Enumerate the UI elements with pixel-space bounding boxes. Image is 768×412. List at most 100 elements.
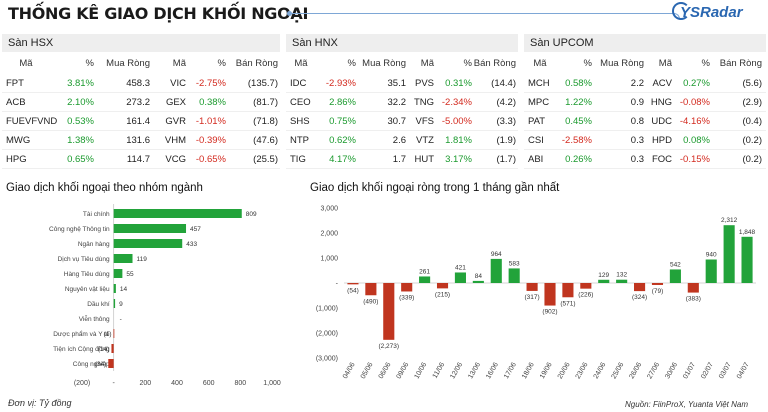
data-label: 119 bbox=[137, 256, 148, 263]
col-net-sell: Bán Ròng bbox=[235, 57, 278, 69]
pct-change-sell: -2.34% bbox=[441, 96, 472, 108]
x-tick-label: 600 bbox=[203, 380, 215, 387]
table-row: NTP 0.62% 2.6 VTZ 1.81% (1.9) bbox=[286, 131, 518, 150]
pct-change-buy: 2.86% bbox=[329, 96, 356, 108]
net-buy-value: 30.7 bbox=[387, 115, 407, 127]
category-label: Viễn thông bbox=[79, 314, 110, 323]
unit-footnote: Đơn vị: Tỷ đồng bbox=[8, 398, 72, 408]
bar bbox=[383, 283, 395, 340]
table-row: ACB 2.10% 273.2 GEX 0.38% (81.7) bbox=[2, 93, 280, 112]
net-buy-value: 32.2 bbox=[387, 96, 407, 108]
pct-change-sell: 0.27% bbox=[683, 77, 710, 89]
pct-change-sell: -1.01% bbox=[195, 115, 226, 127]
table-row: FUEVFVND 0.53% 161.4 GVR -1.01% (71.8) bbox=[2, 112, 280, 131]
net-buy-value: 0.3 bbox=[630, 134, 644, 146]
ticker-sell: VIC bbox=[170, 77, 186, 89]
bar bbox=[472, 280, 484, 283]
net-sell-value: (5.6) bbox=[742, 77, 762, 89]
bar bbox=[526, 283, 538, 291]
bar bbox=[741, 236, 753, 283]
x-tick-label: 03/07 bbox=[718, 361, 733, 380]
x-tick-label: 16/06 bbox=[485, 361, 500, 380]
y-tick-label: 3,000 bbox=[320, 206, 338, 213]
ticker-sell: VTZ bbox=[416, 134, 434, 146]
col-pct-sell: % bbox=[701, 57, 710, 69]
ticker-sell: GVR bbox=[165, 115, 186, 127]
pct-change-buy: 0.62% bbox=[329, 134, 356, 146]
ticker-buy: FPT bbox=[6, 77, 24, 89]
x-tick-label: 20/06 bbox=[557, 361, 572, 380]
x-tick-label: 23/06 bbox=[575, 361, 590, 380]
pct-change-buy: 3.81% bbox=[67, 77, 94, 89]
category-label: Hàng Tiêu dùng bbox=[64, 271, 110, 278]
col-pct-buy: % bbox=[347, 57, 356, 69]
table-row: MPC 1.22% 0.9 HNG -0.08% (2.9) bbox=[524, 93, 766, 112]
panel-title-hnx: Sàn HNX bbox=[286, 34, 518, 52]
category-label: Dược phẩm và Y tế bbox=[53, 329, 110, 338]
ticker-buy: ACB bbox=[6, 96, 26, 108]
bar bbox=[108, 359, 114, 368]
y-tick-label: (1,000) bbox=[316, 306, 338, 313]
pct-change-sell: -0.08% bbox=[679, 96, 710, 108]
ticker-buy: CSI bbox=[528, 134, 544, 146]
table-header: Mã% Mua Ròng Mã% Bán Ròng bbox=[286, 52, 518, 74]
ticker-sell: ACV bbox=[652, 77, 672, 89]
net-sell-value: (2.9) bbox=[742, 96, 762, 108]
data-label: 583 bbox=[509, 260, 520, 267]
ticker-sell: PVS bbox=[414, 77, 434, 89]
table-row: TIG 4.17% 1.7 HUT 3.17% (1.7) bbox=[286, 150, 518, 169]
net-buy-value: 35.1 bbox=[387, 77, 407, 89]
panel-title-upcom: Sàn UPCOM bbox=[524, 34, 766, 52]
ticker-buy: PAT bbox=[528, 115, 546, 127]
bar bbox=[508, 268, 520, 283]
pct-change-buy: -2.93% bbox=[325, 77, 356, 89]
table-row: MWG 1.38% 131.6 VHM -0.39% (47.6) bbox=[2, 131, 280, 150]
data-label: 542 bbox=[670, 261, 681, 268]
pct-change-sell: 0.31% bbox=[445, 77, 472, 89]
x-tick-label: 200 bbox=[139, 380, 151, 387]
ticker-buy: SHS bbox=[290, 115, 310, 127]
table-row: CEO 2.86% 32.2 TNG -2.34% (4.2) bbox=[286, 93, 518, 112]
data-label: (383) bbox=[686, 296, 701, 303]
category-label: Tiện ích Cộng đồng bbox=[53, 344, 110, 353]
col-net-sell: Bán Ròng bbox=[473, 57, 516, 69]
x-tick-label: 19/06 bbox=[539, 361, 554, 380]
x-tick-label: 09/06 bbox=[396, 361, 411, 380]
net-buy-value: 2.2 bbox=[630, 77, 644, 89]
x-tick-label: 18/06 bbox=[521, 361, 536, 380]
data-label: (14) bbox=[98, 346, 110, 353]
pct-change-sell: -4.16% bbox=[679, 115, 710, 127]
net-sell-value: (47.6) bbox=[253, 134, 278, 146]
pct-change-buy: 4.17% bbox=[329, 153, 356, 165]
col-code-buy: Mã bbox=[19, 57, 33, 69]
net-sell-value: (25.5) bbox=[253, 153, 278, 165]
x-tick-label: 10/06 bbox=[414, 361, 429, 380]
bar bbox=[113, 284, 116, 293]
table-row: FPT 3.81% 458.3 VIC -2.75% (135.7) bbox=[2, 74, 280, 93]
data-label: (571) bbox=[560, 300, 575, 307]
col-pct-buy: % bbox=[583, 57, 592, 69]
x-tick-label: 25/06 bbox=[611, 361, 626, 380]
net-buy-value: 0.9 bbox=[630, 96, 644, 108]
ticker-buy: HPG bbox=[6, 153, 27, 165]
page-title: THỐNG KÊ GIAO DỊCH KHỐI NGOẠI bbox=[8, 4, 309, 23]
pct-change-buy: 0.45% bbox=[565, 115, 592, 127]
data-label: 964 bbox=[491, 251, 502, 258]
monthly-bar-chart: 3,000 2,000 1,000 - (1,000) (2,000) (3,000) (54… bbox=[316, 206, 756, 380]
table-header: Mã% Mua Ròng Mã% Bán Ròng bbox=[524, 52, 766, 74]
bar bbox=[113, 269, 123, 278]
x-tick-label: 06/06 bbox=[378, 361, 393, 380]
data-label: 129 bbox=[598, 272, 609, 279]
data-label: 457 bbox=[190, 226, 201, 233]
data-label: 421 bbox=[455, 264, 466, 271]
pct-change-buy: 0.53% bbox=[67, 115, 94, 127]
pct-change-sell: 3.17% bbox=[445, 153, 472, 165]
ticker-sell: VHM bbox=[164, 134, 186, 146]
bar bbox=[113, 209, 242, 218]
monthly-chart-title: Giao dịch khối ngoại ròng trong 1 tháng … bbox=[310, 182, 560, 194]
col-code-sell: Mã bbox=[658, 57, 672, 69]
net-sell-value: (0.2) bbox=[742, 153, 762, 165]
x-tick-label: 17/06 bbox=[503, 361, 518, 380]
data-label: 132 bbox=[616, 272, 627, 279]
net-sell-value: (81.7) bbox=[253, 96, 278, 108]
